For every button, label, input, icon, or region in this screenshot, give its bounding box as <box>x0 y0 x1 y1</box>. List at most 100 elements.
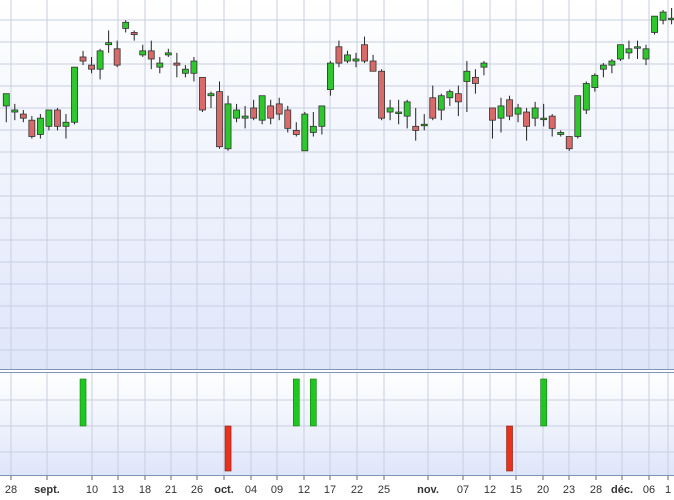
candle <box>275 97 283 121</box>
candle-body <box>437 95 445 111</box>
candle <box>497 97 505 133</box>
candle <box>489 107 496 139</box>
candle <box>540 103 548 127</box>
candle-body <box>429 97 437 119</box>
x-tick-label: 17 <box>324 484 336 496</box>
candle-body <box>506 99 513 117</box>
candle <box>224 95 232 151</box>
candle <box>548 114 556 137</box>
candle-body <box>565 136 573 150</box>
candle <box>79 50 87 66</box>
candle <box>88 56 95 74</box>
candle-body <box>344 54 351 62</box>
candle <box>233 103 240 123</box>
candle <box>122 20 130 33</box>
x-tick-label: 26 <box>191 484 203 496</box>
candle <box>361 36 368 64</box>
candle <box>582 81 590 115</box>
candle-body <box>309 125 317 133</box>
candle-body <box>463 70 471 82</box>
candle-body <box>386 107 394 113</box>
candle-body <box>625 48 633 54</box>
candle-body <box>582 83 590 111</box>
candle-body <box>540 117 548 121</box>
candle <box>130 30 138 41</box>
candle <box>164 48 172 57</box>
candle-body <box>634 46 641 49</box>
candle-body <box>361 44 368 62</box>
bearish-signal-bar <box>224 425 232 472</box>
x-tick-label: 28 <box>590 484 602 496</box>
candle-body <box>45 109 53 127</box>
candle <box>258 95 266 125</box>
candle-body <box>71 66 78 123</box>
candle-body <box>617 44 624 60</box>
candle <box>156 56 164 74</box>
candle-body <box>514 107 522 115</box>
candle-body <box>335 46 343 64</box>
candle <box>565 136 573 151</box>
candle-body <box>489 107 496 121</box>
candle <box>139 44 147 57</box>
bullish-signal-bar <box>540 378 547 427</box>
candle-body <box>88 64 95 70</box>
candle <box>335 40 343 68</box>
candle-body <box>523 111 530 127</box>
candle <box>45 109 53 131</box>
candle-body <box>497 105 505 119</box>
candle-body <box>659 11 667 21</box>
candle <box>634 40 641 59</box>
candle <box>420 114 428 131</box>
candle-body <box>164 52 172 56</box>
candle <box>96 48 104 80</box>
candle <box>591 73 599 92</box>
x-tick-label: 12 <box>484 484 496 496</box>
x-tick-label: 10 <box>86 484 98 496</box>
candle <box>54 107 61 131</box>
candle-body <box>318 105 326 127</box>
candle-body <box>557 132 565 135</box>
candle-body <box>216 91 223 148</box>
x-tick-label: 13 <box>112 484 124 496</box>
candle-body <box>284 109 292 129</box>
candle-body <box>395 111 403 114</box>
candle-body <box>480 62 488 68</box>
candle-body <box>139 50 147 56</box>
bullish-signal-bar <box>79 378 87 427</box>
x-tick-label: 25 <box>378 484 390 496</box>
candle-body <box>548 115 556 129</box>
candle-body <box>28 119 36 137</box>
candle <box>352 52 360 68</box>
candle-body <box>233 109 240 119</box>
x-tick-label: 1 <box>665 484 671 496</box>
candle-body <box>591 74 599 88</box>
candle-body <box>420 123 428 127</box>
indicator-panel-background <box>0 372 674 475</box>
candle-body <box>412 125 420 131</box>
candle-body <box>36 117 44 135</box>
candle <box>190 56 198 82</box>
x-tick-label: 22 <box>351 484 363 496</box>
candle <box>207 91 215 108</box>
candle <box>62 114 70 139</box>
candle-body <box>258 95 266 121</box>
candle-body <box>472 76 479 84</box>
candle <box>28 116 36 139</box>
candle <box>642 44 650 66</box>
candle <box>2 93 10 123</box>
bearish-signal-bar <box>506 425 513 472</box>
candle-body <box>599 64 607 70</box>
candle <box>378 69 385 121</box>
x-tick-label: 12 <box>298 484 310 496</box>
candles <box>2 8 674 152</box>
candle <box>463 61 471 113</box>
candle <box>386 99 394 121</box>
candle <box>301 112 309 152</box>
candle <box>241 105 249 129</box>
candle-body <box>275 103 283 115</box>
candle-body <box>156 62 164 68</box>
candle-body <box>2 93 10 107</box>
panel-separators <box>0 369 674 476</box>
candle <box>71 66 78 125</box>
